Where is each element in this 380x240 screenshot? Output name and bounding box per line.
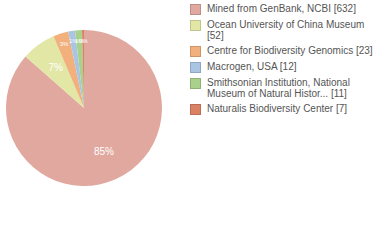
svg-text:85%: 85% xyxy=(94,146,114,157)
svg-text:7%: 7% xyxy=(48,62,63,73)
html-text:Ocean University of China Muse: Ocean University of China Museum [52] xyxy=(207,19,365,41)
html-text:Naturalis Biodiversity Center: Naturalis Biodiversity Center [7] xyxy=(207,103,348,114)
html-text:Centre for Biodiversity Genomi: Centre for Biodiversity Genomics [23] xyxy=(207,45,373,56)
html-text:Macrogen, USA [12]: Macrogen, USA [12] xyxy=(207,61,297,72)
html-text:Mined from GenBank, NCBI [632]: Mined from GenBank, NCBI [632] xyxy=(207,3,356,14)
html-text:Smithsonian Institution, Natio: Smithsonian Institution, National Museum… xyxy=(207,77,350,99)
svg-text:0%: 0% xyxy=(79,38,88,44)
svg-text:1%: 1% xyxy=(69,38,78,45)
svg-text:3%: 3% xyxy=(60,41,69,47)
